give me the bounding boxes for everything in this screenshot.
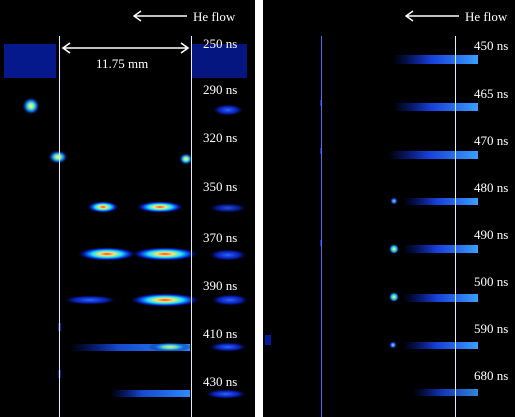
emission-590 [403, 342, 478, 349]
time-label: 680 ns [474, 368, 509, 383]
emission-370-a [77, 247, 137, 261]
time-label: 480 ns [474, 180, 509, 195]
plasma-emission-left [4, 44, 250, 399]
emission-480 [403, 198, 478, 205]
left-image-panel: He flow 11.75 mm 250 ns 290 ns 320 ns 35… [0, 0, 255, 417]
time-label: 430 ns [203, 374, 238, 389]
time-label: 320 ns [203, 130, 238, 145]
time-label: 350 ns [203, 179, 238, 194]
electrode-line-left [321, 36, 323, 417]
emission-350-c [208, 203, 248, 213]
time-label: 370 ns [203, 230, 238, 245]
time-label: 250 ns [203, 36, 238, 51]
emission-450 [393, 55, 478, 64]
emission-390-c [210, 294, 250, 306]
emission-290-left [22, 97, 40, 115]
emission-410-peak [148, 342, 192, 352]
emission-250-right [192, 44, 247, 78]
left-arrow-icon [404, 10, 459, 22]
time-label: 500 ns [474, 274, 509, 289]
time-label: 450 ns [474, 38, 509, 53]
time-label: 410 ns [203, 326, 238, 341]
emission-350-b [136, 201, 184, 213]
emission-320-left [48, 150, 68, 164]
electrode-line-left [59, 36, 61, 417]
plasma-emission-right [265, 55, 478, 396]
emission-390-a [62, 295, 118, 305]
time-label: 390 ns [203, 278, 238, 293]
emission-410-c [208, 342, 248, 352]
flow-label: He flow [193, 9, 236, 24]
emission-430-c [204, 389, 248, 399]
time-label: 470 ns [474, 133, 509, 148]
emission-250-left [4, 44, 56, 78]
emission-290-right [212, 104, 244, 116]
speck [265, 335, 271, 345]
emission-490 [403, 245, 478, 253]
emission-500-dot [389, 292, 399, 302]
emission-410-streak [70, 344, 190, 351]
emission-350-a [87, 201, 119, 213]
emission-370-c [208, 249, 248, 261]
time-label: 590 ns [474, 321, 509, 336]
emission-430-streak [110, 390, 190, 397]
emission-465 [393, 103, 478, 111]
emission-500 [403, 294, 478, 302]
emission-590-dot [389, 341, 397, 349]
emission-470 [388, 151, 478, 159]
emission-680 [413, 389, 478, 396]
emission-320-right [179, 153, 193, 165]
electrode-line-right [191, 36, 193, 417]
emission-390-b [129, 293, 201, 307]
scale-bar [61, 42, 190, 54]
emission-480-dot [390, 197, 398, 205]
time-label: 290 ns [203, 82, 238, 97]
flow-label: He flow [465, 9, 508, 24]
time-label: 465 ns [474, 86, 509, 101]
time-label: 490 ns [474, 227, 509, 242]
electrode-line-right [455, 36, 457, 417]
right-image-panel: He flow 450 ns 465 ns 470 ns 480 ns 490 … [263, 0, 515, 417]
emission-490-dot [389, 244, 399, 254]
emission-370-b [131, 247, 199, 261]
left-arrow-icon [132, 10, 187, 22]
scale-label: 11.75 mm [96, 56, 149, 71]
